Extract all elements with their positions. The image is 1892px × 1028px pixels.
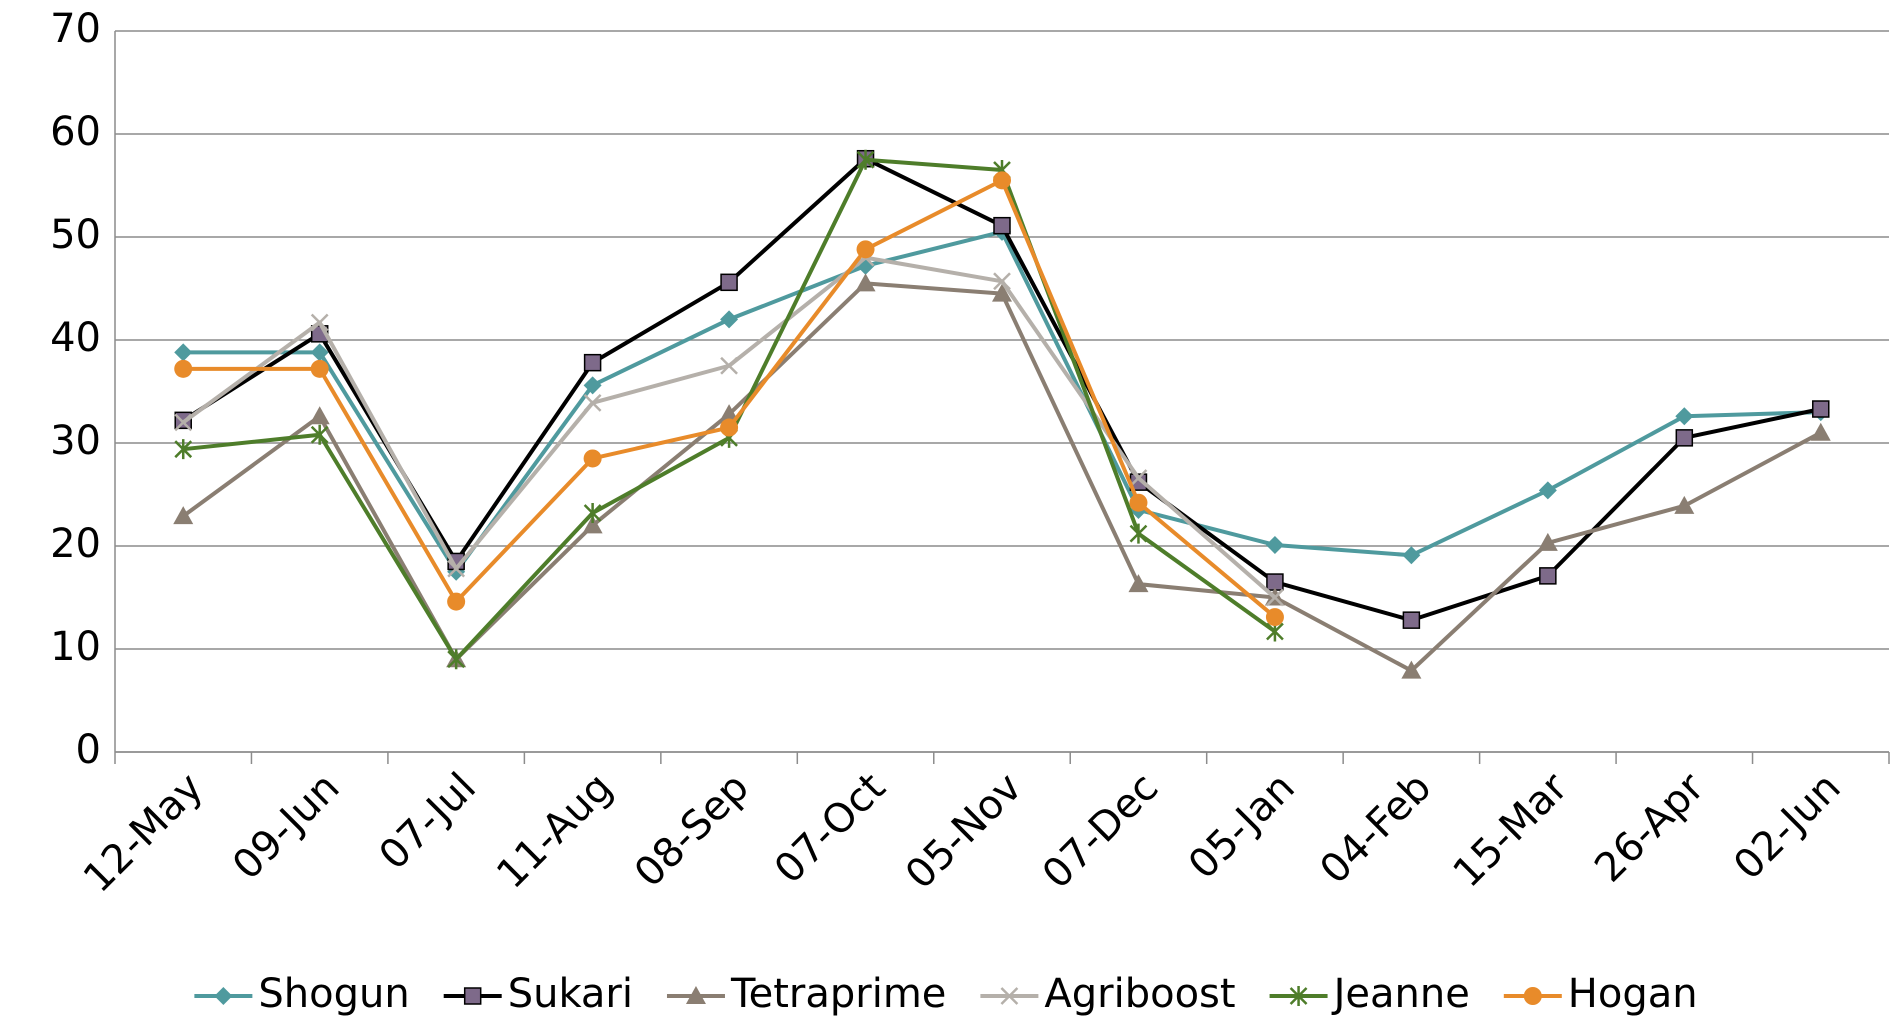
marker: [1000, 987, 1019, 1005]
marker: [583, 376, 602, 395]
marker: [1675, 429, 1694, 447]
y-tick-label: 50: [50, 212, 101, 258]
series: [174, 149, 1830, 629]
marker: [447, 649, 466, 670]
legend-item: Tetraprime: [666, 971, 946, 1017]
marker: [720, 418, 739, 437]
marker: [1538, 481, 1557, 500]
marker: [582, 515, 603, 534]
marker: [719, 404, 740, 423]
x-tick-label: 05-Nov: [897, 764, 1031, 898]
x-tick-label: 07-Jul: [371, 764, 485, 878]
marker: [447, 592, 466, 611]
marker: [1265, 535, 1284, 554]
x-tick-label: 12-May: [75, 764, 212, 901]
marker: [1537, 532, 1558, 551]
marker: [1675, 407, 1694, 426]
legend-label: Jeanne: [1331, 971, 1470, 1017]
marker: [1401, 660, 1422, 679]
marker: [1539, 567, 1557, 585]
marker: [447, 559, 466, 578]
marker: [1402, 611, 1421, 629]
marker: [583, 503, 602, 524]
y-tick-label: 0: [76, 727, 101, 773]
marker: [856, 240, 875, 259]
x-tick-label: 04-Feb: [1311, 764, 1440, 893]
marker: [1289, 986, 1308, 1006]
marker: [173, 506, 194, 525]
marker: [1523, 987, 1542, 1005]
x-tick-label: 11-Aug: [488, 764, 621, 897]
legend-item: Agriboost: [980, 971, 1236, 1017]
legend: Shogun Sukari Tetraprime Agriboost Jeanne Hog…: [194, 971, 1698, 1017]
x-tick-label: 09-Jun: [224, 764, 348, 888]
marker: [1129, 523, 1148, 544]
marker: [993, 272, 1011, 291]
marker: [1128, 574, 1149, 593]
legend-label: Hogan: [1568, 971, 1698, 1017]
marker: [993, 216, 1011, 235]
marker: [720, 310, 739, 329]
marker: [992, 283, 1012, 302]
series: [173, 273, 1831, 679]
x-tick-label: 05-Jan: [1180, 764, 1304, 888]
marker: [174, 359, 193, 378]
marker: [856, 149, 875, 170]
marker: [310, 424, 329, 445]
y-tick-label: 40: [50, 315, 101, 361]
marker: [720, 273, 738, 292]
x-tick-label: 07-Oct: [766, 764, 894, 892]
marker: [720, 356, 738, 375]
y-tick-label: 30: [50, 418, 101, 464]
marker: [174, 343, 193, 362]
marker: [1674, 495, 1695, 514]
marker: [310, 359, 329, 378]
marker: [855, 273, 876, 292]
legend-item: Shogun: [194, 971, 410, 1017]
marker: [583, 353, 602, 372]
legend-label: Tetraprime: [730, 971, 946, 1017]
series: [174, 171, 1284, 627]
legend-item: Hogan: [1503, 971, 1698, 1017]
x-tick-label: 02-Jun: [1725, 764, 1849, 888]
x-tick-label: 08-Sep: [626, 764, 758, 896]
marker: [1810, 422, 1831, 441]
y-tick-label: 20: [50, 521, 101, 567]
series: [174, 149, 1284, 670]
legend-item: Sukari: [443, 971, 633, 1017]
marker: [993, 171, 1011, 190]
x-tick-label: 15-Mar: [1445, 764, 1577, 896]
x-tick-label: 07-Dec: [1034, 764, 1167, 897]
marker: [1265, 608, 1284, 627]
y-tick-label: 70: [50, 6, 101, 52]
marker: [310, 313, 329, 332]
marker: [1402, 546, 1421, 565]
marker: [1812, 400, 1830, 418]
y-tick-label: 10: [50, 624, 101, 670]
marker: [583, 393, 602, 412]
marker: [463, 987, 482, 1005]
marker: [214, 987, 233, 1005]
x-tick-label: 26-Apr: [1586, 764, 1713, 891]
marker: [583, 449, 602, 468]
marker: [174, 413, 193, 432]
legend-label: Shogun: [258, 971, 409, 1017]
y-tick-label: 60: [50, 109, 101, 155]
marker: [1129, 469, 1148, 487]
marker: [310, 343, 329, 362]
marker: [174, 439, 193, 460]
marker: [685, 986, 706, 1004]
legend-label: Sukari: [508, 971, 633, 1017]
marker: [1266, 588, 1284, 607]
legend-item: Jeanne: [1269, 971, 1470, 1017]
marker: [1129, 493, 1148, 512]
series: [174, 222, 1830, 581]
legend-label: Agriboost: [1044, 971, 1235, 1017]
marker: [309, 406, 330, 425]
